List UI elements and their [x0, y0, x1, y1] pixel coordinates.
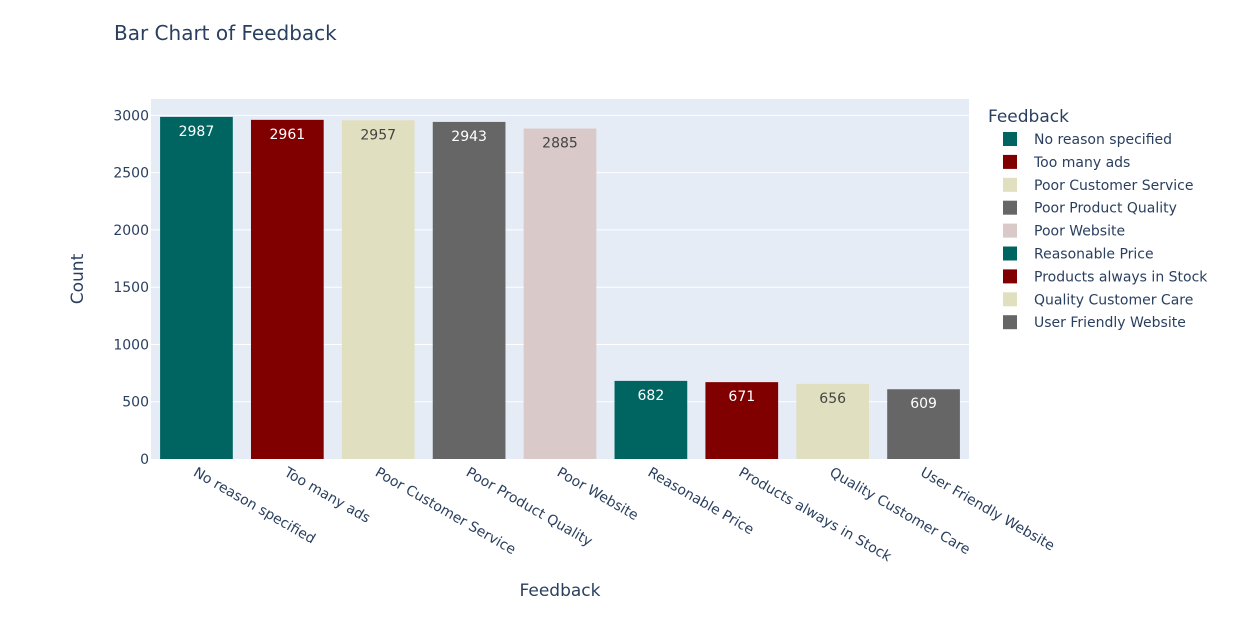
- bar-value-label: 2943: [451, 129, 487, 145]
- legend-swatch: [1003, 292, 1017, 307]
- legend-item-label[interactable]: Poor Website: [1034, 224, 1125, 240]
- bar-value-label: 2885: [542, 136, 578, 152]
- legend-swatch: [1003, 132, 1017, 146]
- legend-item-label[interactable]: User Friendly Website: [1034, 315, 1186, 331]
- bar: [160, 116, 233, 459]
- y-tick-label: 2000: [113, 223, 149, 239]
- bar: [432, 121, 506, 459]
- legend-item-label[interactable]: No reason specified: [1034, 132, 1172, 148]
- bar-value-label: 2957: [360, 127, 396, 143]
- bar-value-label: 671: [728, 389, 755, 405]
- legend-swatch: [1003, 154, 1017, 169]
- x-axis-title: Feedback: [520, 581, 601, 601]
- legend-swatch: [1003, 223, 1017, 238]
- legend-item-label[interactable]: Poor Customer Service: [1034, 178, 1193, 194]
- legend: Feedback No reason specified Too many ads…: [988, 107, 1208, 331]
- chart-title: Bar Chart of Feedback: [114, 21, 337, 45]
- legend-swatch: [1003, 269, 1017, 284]
- bar: [523, 128, 597, 459]
- bar-value-label: 2987: [179, 124, 215, 140]
- bars: [160, 116, 960, 460]
- legend-swatch: [1003, 315, 1017, 330]
- legend-swatch: [1003, 177, 1017, 192]
- y-tick-label: 2500: [113, 166, 149, 182]
- y-axis-ticks: 0 500 1000 1500 2000 2500 3000: [113, 108, 149, 468]
- legend-item-label[interactable]: Quality Customer Care: [1034, 292, 1193, 308]
- bar: [250, 119, 324, 460]
- bar: [614, 380, 688, 459]
- bar: [887, 389, 960, 459]
- bar-value-label: 2961: [270, 127, 306, 143]
- y-axis-title: Count: [68, 253, 88, 304]
- y-tick-label: 0: [140, 452, 149, 468]
- legend-item-label[interactable]: Poor Product Quality: [1034, 201, 1177, 217]
- legend-item-label[interactable]: Too many ads: [1033, 155, 1130, 171]
- legend-item-label[interactable]: Reasonable Price: [1034, 247, 1154, 263]
- bar: [796, 383, 870, 459]
- legend-swatch: [1003, 200, 1017, 215]
- bar-value-label: 656: [819, 391, 846, 407]
- y-tick-label: 500: [122, 395, 149, 411]
- legend-swatch: [1003, 246, 1017, 261]
- legend-title: Feedback: [988, 107, 1069, 127]
- y-tick-label: 1000: [113, 337, 149, 353]
- bar-value-label: 609: [910, 396, 937, 412]
- bar: [705, 382, 779, 459]
- bar: [341, 120, 415, 459]
- y-tick-label: 3000: [113, 108, 149, 124]
- legend-item-label[interactable]: Products always in Stock: [1034, 269, 1208, 285]
- bar-labels: 2987 2961 2957 2943 2885 682 671 656 609: [179, 124, 937, 412]
- bar-value-label: 682: [638, 388, 665, 404]
- y-tick-label: 1500: [113, 280, 149, 296]
